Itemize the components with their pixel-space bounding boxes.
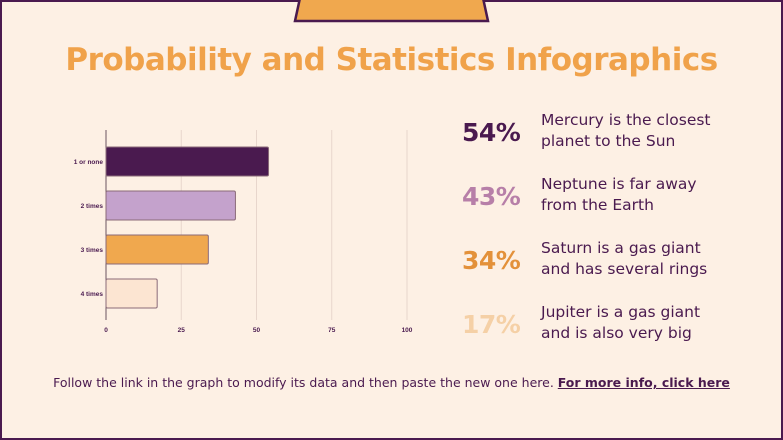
footer-text: Follow the link in the graph to modify i… <box>53 375 558 390</box>
stat-description: Mercury is the closest planet to the Sun <box>541 110 711 152</box>
stat-description: Neptune is far away from the Earth <box>541 174 697 216</box>
bar-chart[interactable]: 0 25 50 75 100 1 or none 2 times 3 times 4 times <box>0 0 440 345</box>
stat-percent: 17% <box>462 310 521 339</box>
stat-item: 17% Jupiter is a gas giant and is also ve… <box>462 302 762 352</box>
stat-percent: 43% <box>462 182 521 211</box>
stat-line: Jupiter is a gas giant <box>541 303 701 321</box>
stat-line: Saturn is a gas giant <box>541 239 701 257</box>
bar[interactable] <box>105 146 270 177</box>
x-tick-label: 0 <box>104 327 108 334</box>
bar[interactable] <box>105 190 236 221</box>
stat-percent: 54% <box>462 118 521 147</box>
x-tick-label: 75 <box>328 327 336 334</box>
stat-item: 43% Neptune is far away from the Earth <box>462 174 762 224</box>
stat-line: and has several rings <box>541 260 708 278</box>
bar[interactable] <box>105 234 209 265</box>
more-info-link[interactable]: For more info, click here <box>557 375 730 390</box>
stat-percent: 34% <box>462 246 521 275</box>
stat-description: Jupiter is a gas giant and is also very b… <box>541 302 700 344</box>
stat-line: planet to the Sun <box>541 132 676 150</box>
footer: Follow the link in the graph to modify i… <box>0 375 783 390</box>
category-label: 3 times <box>81 247 104 254</box>
x-tick-label: 25 <box>178 327 186 334</box>
top-tab-decoration <box>293 0 490 23</box>
category-label: 2 times <box>81 203 104 210</box>
stat-line: from the Earth <box>541 196 654 214</box>
bar[interactable] <box>105 278 158 309</box>
category-label: 4 times <box>81 291 104 298</box>
stat-item: 54% Mercury is the closest planet to the … <box>462 110 762 160</box>
stat-line: Neptune is far away <box>541 175 697 193</box>
x-tick-label: 50 <box>253 327 261 334</box>
stat-item: 34% Saturn is a gas giant and has several… <box>462 238 762 288</box>
stat-line: Mercury is the closest <box>541 111 711 129</box>
category-label: 1 or none <box>74 159 104 166</box>
stat-description: Saturn is a gas giant and has several rin… <box>541 238 707 280</box>
stat-line: and is also very big <box>541 324 692 342</box>
page-title: Probability and Statistics Infographics <box>65 42 718 78</box>
x-tick-label: 100 <box>402 327 413 334</box>
